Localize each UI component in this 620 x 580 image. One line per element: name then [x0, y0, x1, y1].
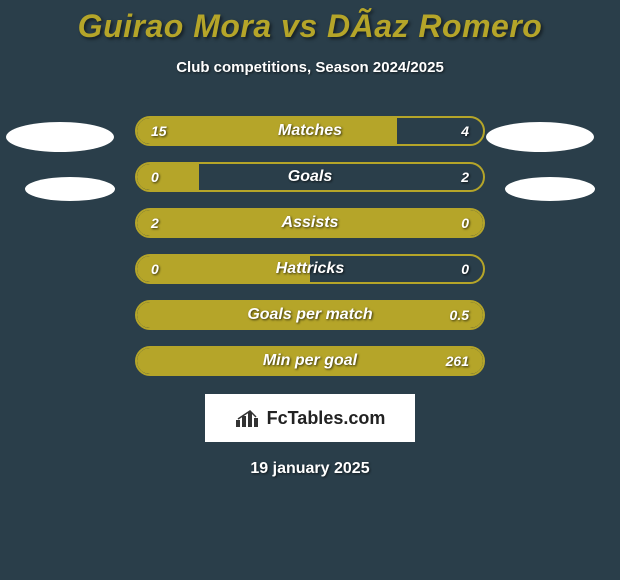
bar-row: Goals per match0.5	[135, 300, 485, 330]
bar-right-value: 0	[461, 256, 469, 282]
bar-right-value: 0.5	[450, 302, 469, 328]
bar-label: Assists	[137, 210, 483, 236]
bar-label: Goals per match	[137, 302, 483, 328]
bar-row: Hattricks0 0	[135, 254, 485, 284]
decorative-ellipse	[505, 177, 595, 201]
bar-label: Hattricks	[137, 256, 483, 282]
bar-row: Assists2 0	[135, 208, 485, 238]
bar-right-value: 2	[461, 164, 469, 190]
bar-row: Min per goal261	[135, 346, 485, 376]
bars-container: Matches154Goals02Assists20Hattricks00Goa…	[0, 116, 620, 376]
chart-icon	[235, 408, 261, 428]
bar-right-value: 4	[461, 118, 469, 144]
logo-text: FcTables.com	[267, 408, 386, 429]
decorative-ellipse	[25, 177, 115, 201]
page-title: Guirao Mora vs DÃ­az Romero	[0, 0, 620, 45]
page-subtitle: Club competitions, Season 2024/2025	[0, 59, 620, 76]
bar-row: Matches15 4	[135, 116, 485, 146]
logo-box: FcTables.com	[205, 394, 415, 442]
bar-label: Min per goal	[137, 348, 483, 374]
bar-row: Goals0 2	[135, 162, 485, 192]
bar-left-value: 0	[151, 256, 159, 282]
date-text: 19 january 2025	[0, 460, 620, 478]
bar-right-value: 261	[446, 348, 469, 374]
bar-left-value: 2	[151, 210, 159, 236]
decorative-ellipse	[486, 122, 594, 152]
bar-label: Matches	[137, 118, 483, 144]
bar-left-value: 15	[151, 118, 167, 144]
bar-right-value: 0	[461, 210, 469, 236]
bar-left-value: 0	[151, 164, 159, 190]
decorative-ellipse	[6, 122, 114, 152]
bar-label: Goals	[137, 164, 483, 190]
